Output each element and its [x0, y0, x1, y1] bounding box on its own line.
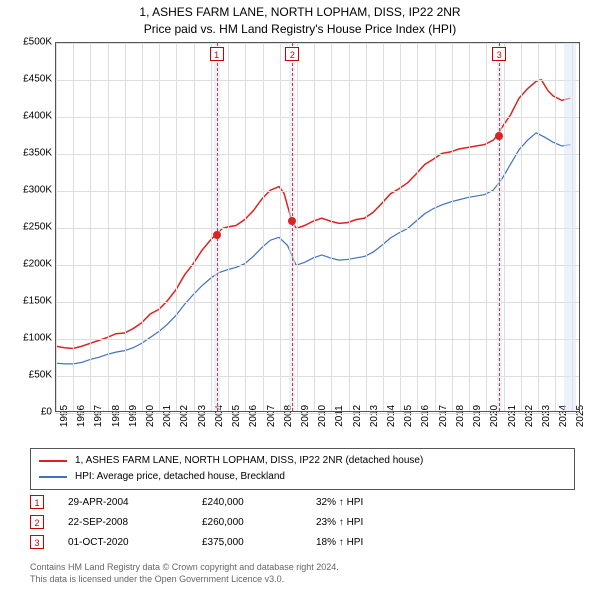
gridline-v: [211, 43, 212, 411]
event-line: [499, 43, 500, 411]
events-table: 1 29-APR-2004 £240,000 32% ↑ HPI 2 22-SEP-200…: [30, 492, 575, 552]
event-table-row: 1 29-APR-2004 £240,000 32% ↑ HPI: [30, 492, 575, 512]
title-block: 1, ASHES FARM LANE, NORTH LOPHAM, DISS, …: [0, 0, 600, 38]
legend-swatch: [39, 476, 67, 478]
y-tick-label: £200K: [23, 259, 52, 270]
gridline-v: [90, 43, 91, 411]
gridline-v: [56, 43, 57, 411]
gridline-v: [538, 43, 539, 411]
gridline-v: [176, 43, 177, 411]
gridline-v: [452, 43, 453, 411]
event-num-box: 1: [30, 495, 44, 509]
event-table-row: 3 01-OCT-2020 £375,000 18% ↑ HPI: [30, 532, 575, 552]
gridline-v: [125, 43, 126, 411]
title-line-2: Price paid vs. HM Land Registry's House …: [0, 21, 600, 38]
footer: Contains HM Land Registry data © Crown c…: [30, 562, 339, 585]
gridline-v: [555, 43, 556, 411]
y-tick-label: £250K: [23, 222, 52, 233]
gridline-v: [349, 43, 350, 411]
title-line-1: 1, ASHES FARM LANE, NORTH LOPHAM, DISS, …: [0, 4, 600, 21]
gridline-v: [108, 43, 109, 411]
legend-row: HPI: Average price, detached house, Brec…: [39, 469, 566, 485]
gridline-v: [435, 43, 436, 411]
gridline-v: [331, 43, 332, 411]
gridline-v: [504, 43, 505, 411]
y-tick-label: £150K: [23, 296, 52, 307]
event-price: £375,000: [202, 537, 292, 548]
gridline-v: [73, 43, 74, 411]
gridline-v: [417, 43, 418, 411]
gridline-v: [400, 43, 401, 411]
y-tick-label: £350K: [23, 148, 52, 159]
legend-label: HPI: Average price, detached house, Brec…: [75, 469, 285, 485]
event-price: £260,000: [202, 517, 292, 528]
legend-row: 1, ASHES FARM LANE, NORTH LOPHAM, DISS, …: [39, 453, 566, 469]
event-date: 01-OCT-2020: [68, 537, 178, 548]
event-line: [292, 43, 293, 411]
gridline-v: [521, 43, 522, 411]
event-marker: 3: [492, 47, 506, 61]
y-tick-label: £100K: [23, 333, 52, 344]
event-marker: 1: [210, 47, 224, 61]
event-point: [288, 217, 296, 225]
y-tick-label: £450K: [23, 74, 52, 85]
event-marker: 2: [285, 47, 299, 61]
event-date: 22-SEP-2008: [68, 517, 178, 528]
gridline-h: [56, 413, 579, 414]
legend-swatch: [39, 460, 67, 462]
legend-label: 1, ASHES FARM LANE, NORTH LOPHAM, DISS, …: [75, 453, 423, 469]
event-pct: 23% ↑ HPI: [316, 517, 426, 528]
event-pct: 32% ↑ HPI: [316, 497, 426, 508]
event-band: [564, 43, 576, 411]
event-num-box: 2: [30, 515, 44, 529]
plot-area: 1 2 3: [55, 42, 580, 412]
gridline-v: [314, 43, 315, 411]
y-tick-label: £0: [41, 407, 52, 418]
gridline-v: [469, 43, 470, 411]
event-point: [495, 132, 503, 140]
event-price: £240,000: [202, 497, 292, 508]
event-line: [217, 43, 218, 411]
gridline-v: [383, 43, 384, 411]
gridline-v: [486, 43, 487, 411]
gridline-v: [263, 43, 264, 411]
gridline-v: [280, 43, 281, 411]
y-tick-label: £400K: [23, 111, 52, 122]
gridline-v: [297, 43, 298, 411]
event-point: [213, 231, 221, 239]
footer-line-1: Contains HM Land Registry data © Crown c…: [30, 562, 339, 574]
gridline-v: [245, 43, 246, 411]
gridline-v: [159, 43, 160, 411]
legend: 1, ASHES FARM LANE, NORTH LOPHAM, DISS, …: [30, 448, 575, 490]
event-num-box: 3: [30, 535, 44, 549]
gridline-v: [366, 43, 367, 411]
event-pct: 18% ↑ HPI: [316, 537, 426, 548]
event-date: 29-APR-2004: [68, 497, 178, 508]
event-table-row: 2 22-SEP-2008 £260,000 23% ↑ HPI: [30, 512, 575, 532]
y-tick-label: £500K: [23, 37, 52, 48]
gridline-v: [228, 43, 229, 411]
footer-line-2: This data is licensed under the Open Gov…: [30, 574, 339, 586]
gridline-v: [194, 43, 195, 411]
y-tick-label: £50K: [29, 370, 52, 381]
gridline-v: [142, 43, 143, 411]
chart-container: 1, ASHES FARM LANE, NORTH LOPHAM, DISS, …: [0, 0, 600, 590]
y-tick-label: £300K: [23, 185, 52, 196]
